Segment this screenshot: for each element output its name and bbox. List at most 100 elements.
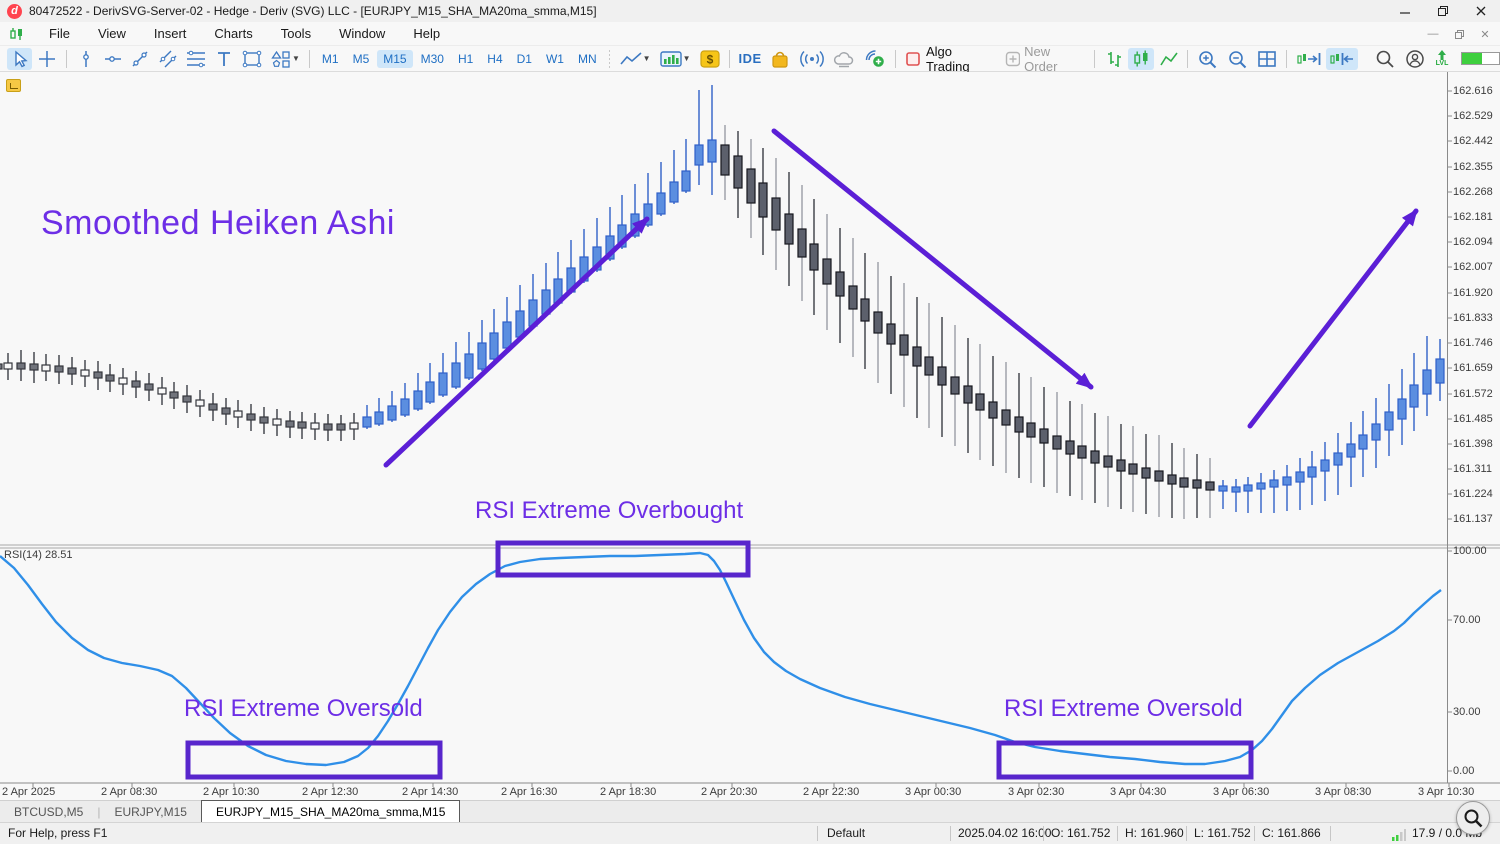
candle: [451, 342, 461, 389]
candle: [950, 325, 960, 446]
status-close: C: 161.866: [1262, 826, 1321, 840]
zoom-in-icon[interactable]: [1194, 48, 1221, 70]
rsi-scale-label: 70.00: [1453, 614, 1481, 626]
candle: [1167, 443, 1177, 518]
annotation-box[interactable]: [996, 740, 1254, 780]
svg-text:$: $: [706, 52, 713, 66]
rectangle-tool-icon[interactable]: [238, 48, 265, 70]
chart-restore-icon[interactable]: [1448, 25, 1470, 43]
status-bar: For Help, press F1 Default 2025.04.02 16…: [0, 822, 1500, 844]
new-order-button[interactable]: New Order: [1005, 44, 1085, 74]
magnifier-button[interactable]: [1456, 801, 1490, 835]
candle: [349, 413, 359, 440]
connection-signal-icon: [1392, 829, 1406, 844]
text-tool-icon[interactable]: [212, 48, 236, 70]
trend-arrow[interactable]: [383, 216, 650, 468]
menu-window[interactable]: Window: [339, 26, 386, 41]
menu-tools[interactable]: Tools: [280, 26, 312, 41]
status-profile[interactable]: Default: [827, 826, 866, 840]
currency-icon[interactable]: $: [696, 48, 723, 70]
rsi-indicator-label: RSI(14) 28.51: [4, 549, 73, 561]
price-chart-canvas[interactable]: [0, 72, 1500, 800]
timeframe-h1[interactable]: H1: [457, 51, 474, 66]
candle: [1333, 433, 1343, 495]
rsi-overbought-annotation: RSI Extreme Overbought: [475, 497, 744, 524]
menu-file[interactable]: File: [49, 26, 70, 41]
chart-minimize-icon[interactable]: —: [1427, 28, 1439, 40]
timeframe-m5[interactable]: M5: [352, 51, 370, 66]
menu-insert[interactable]: Insert: [153, 26, 187, 41]
close-icon[interactable]: [1462, 0, 1500, 22]
candle: [1141, 434, 1151, 514]
cloud-icon[interactable]: [829, 48, 858, 70]
candle: [784, 172, 794, 286]
candle: [1269, 470, 1279, 513]
timeframe-d1[interactable]: D1: [516, 51, 532, 66]
bar-chart-mode-icon[interactable]: [1101, 48, 1126, 70]
shapes-tool-icon[interactable]: ▼: [267, 48, 303, 70]
annotation-box[interactable]: [495, 540, 751, 578]
channel-tool-icon[interactable]: [155, 48, 180, 70]
vertical-line-tool-icon[interactable]: [73, 48, 98, 70]
annotation-box[interactable]: [185, 740, 443, 780]
timeframe-mn[interactable]: MN: [577, 51, 597, 66]
minimize-icon[interactable]: [1386, 0, 1424, 22]
candle: [477, 320, 487, 371]
tab-btcusd-m5[interactable]: BTCUSD,M5: [14, 804, 84, 819]
timeframe-m30[interactable]: M30: [420, 51, 444, 66]
crosshair-tool-icon[interactable]: [34, 48, 59, 70]
indicators-icon[interactable]: ▼: [656, 48, 694, 70]
candle: [1128, 426, 1138, 512]
timeframe-m15[interactable]: M15: [377, 49, 413, 68]
candle: [1154, 435, 1164, 517]
candlestick-mode-icon[interactable]: [1128, 47, 1154, 70]
tile-windows-icon[interactable]: [1253, 48, 1280, 70]
candle: [1397, 369, 1407, 445]
candle: [16, 350, 26, 381]
chart-shift-icon[interactable]: [1326, 47, 1358, 70]
price-axis-label: 161.659: [1453, 362, 1493, 374]
search-icon[interactable]: [1371, 48, 1398, 70]
chart-close-icon[interactable]: ✕: [1480, 28, 1490, 41]
level-up-icon[interactable]: LVL: [1430, 48, 1454, 70]
candle: [1103, 416, 1113, 507]
trend-arrow[interactable]: [1247, 208, 1419, 429]
vps-icon[interactable]: [860, 48, 889, 70]
zoom-out-icon[interactable]: [1224, 48, 1251, 70]
time-axis-label: 2 Apr 14:30: [402, 786, 459, 798]
auto-scroll-icon[interactable]: [1293, 48, 1324, 70]
horizontal-line-tool-icon[interactable]: [100, 48, 125, 70]
toolbar: ▼ M1 M5 M15 M30 H1 H4 D1 W1 MN ▼ ▼ $ IDE: [0, 44, 1500, 74]
menu-charts[interactable]: Charts: [214, 26, 253, 41]
chart-region[interactable]: Smoothed Heiken Ashi RSI Extreme Overbou…: [0, 72, 1500, 800]
candle: [259, 407, 269, 434]
one-click-trading-icon[interactable]: [6, 79, 21, 92]
trendline-tool-icon[interactable]: [127, 48, 152, 70]
candle: [515, 285, 525, 339]
algo-trading-button[interactable]: Algo Trading: [902, 44, 999, 74]
trend-arrow[interactable]: [771, 128, 1094, 390]
candle: [246, 404, 256, 431]
timeframe-m1[interactable]: M1: [321, 51, 339, 66]
menu-view[interactable]: View: [97, 26, 126, 41]
candle: [694, 90, 704, 185]
tab-eurjpy-sha-active[interactable]: EURJPY_M15_SHA_MA20ma_smma,M15: [200, 800, 461, 822]
account-icon[interactable]: [1401, 48, 1428, 70]
candle: [1307, 451, 1317, 505]
menu-help[interactable]: Help: [413, 26, 441, 41]
candle: [297, 412, 307, 439]
timeframe-h4[interactable]: H4: [487, 51, 503, 66]
line-chart-type-icon[interactable]: ▼: [616, 48, 654, 70]
price-axis-label: 161.398: [1453, 438, 1493, 450]
cursor-tool-icon[interactable]: [6, 47, 33, 70]
signals-icon[interactable]: [796, 48, 827, 70]
market-icon[interactable]: [766, 48, 793, 70]
tab-eurjpy-m15[interactable]: EURJPY,M15: [114, 804, 187, 819]
fibonacci-tool-icon[interactable]: [182, 48, 209, 70]
restore-icon[interactable]: [1424, 0, 1462, 22]
line-chart-mode-icon[interactable]: [1156, 48, 1181, 70]
timeframe-w1[interactable]: W1: [545, 51, 564, 66]
candle: [528, 274, 538, 328]
ide-button[interactable]: IDE: [738, 51, 762, 66]
price-axis-label: 161.572: [1453, 388, 1493, 400]
